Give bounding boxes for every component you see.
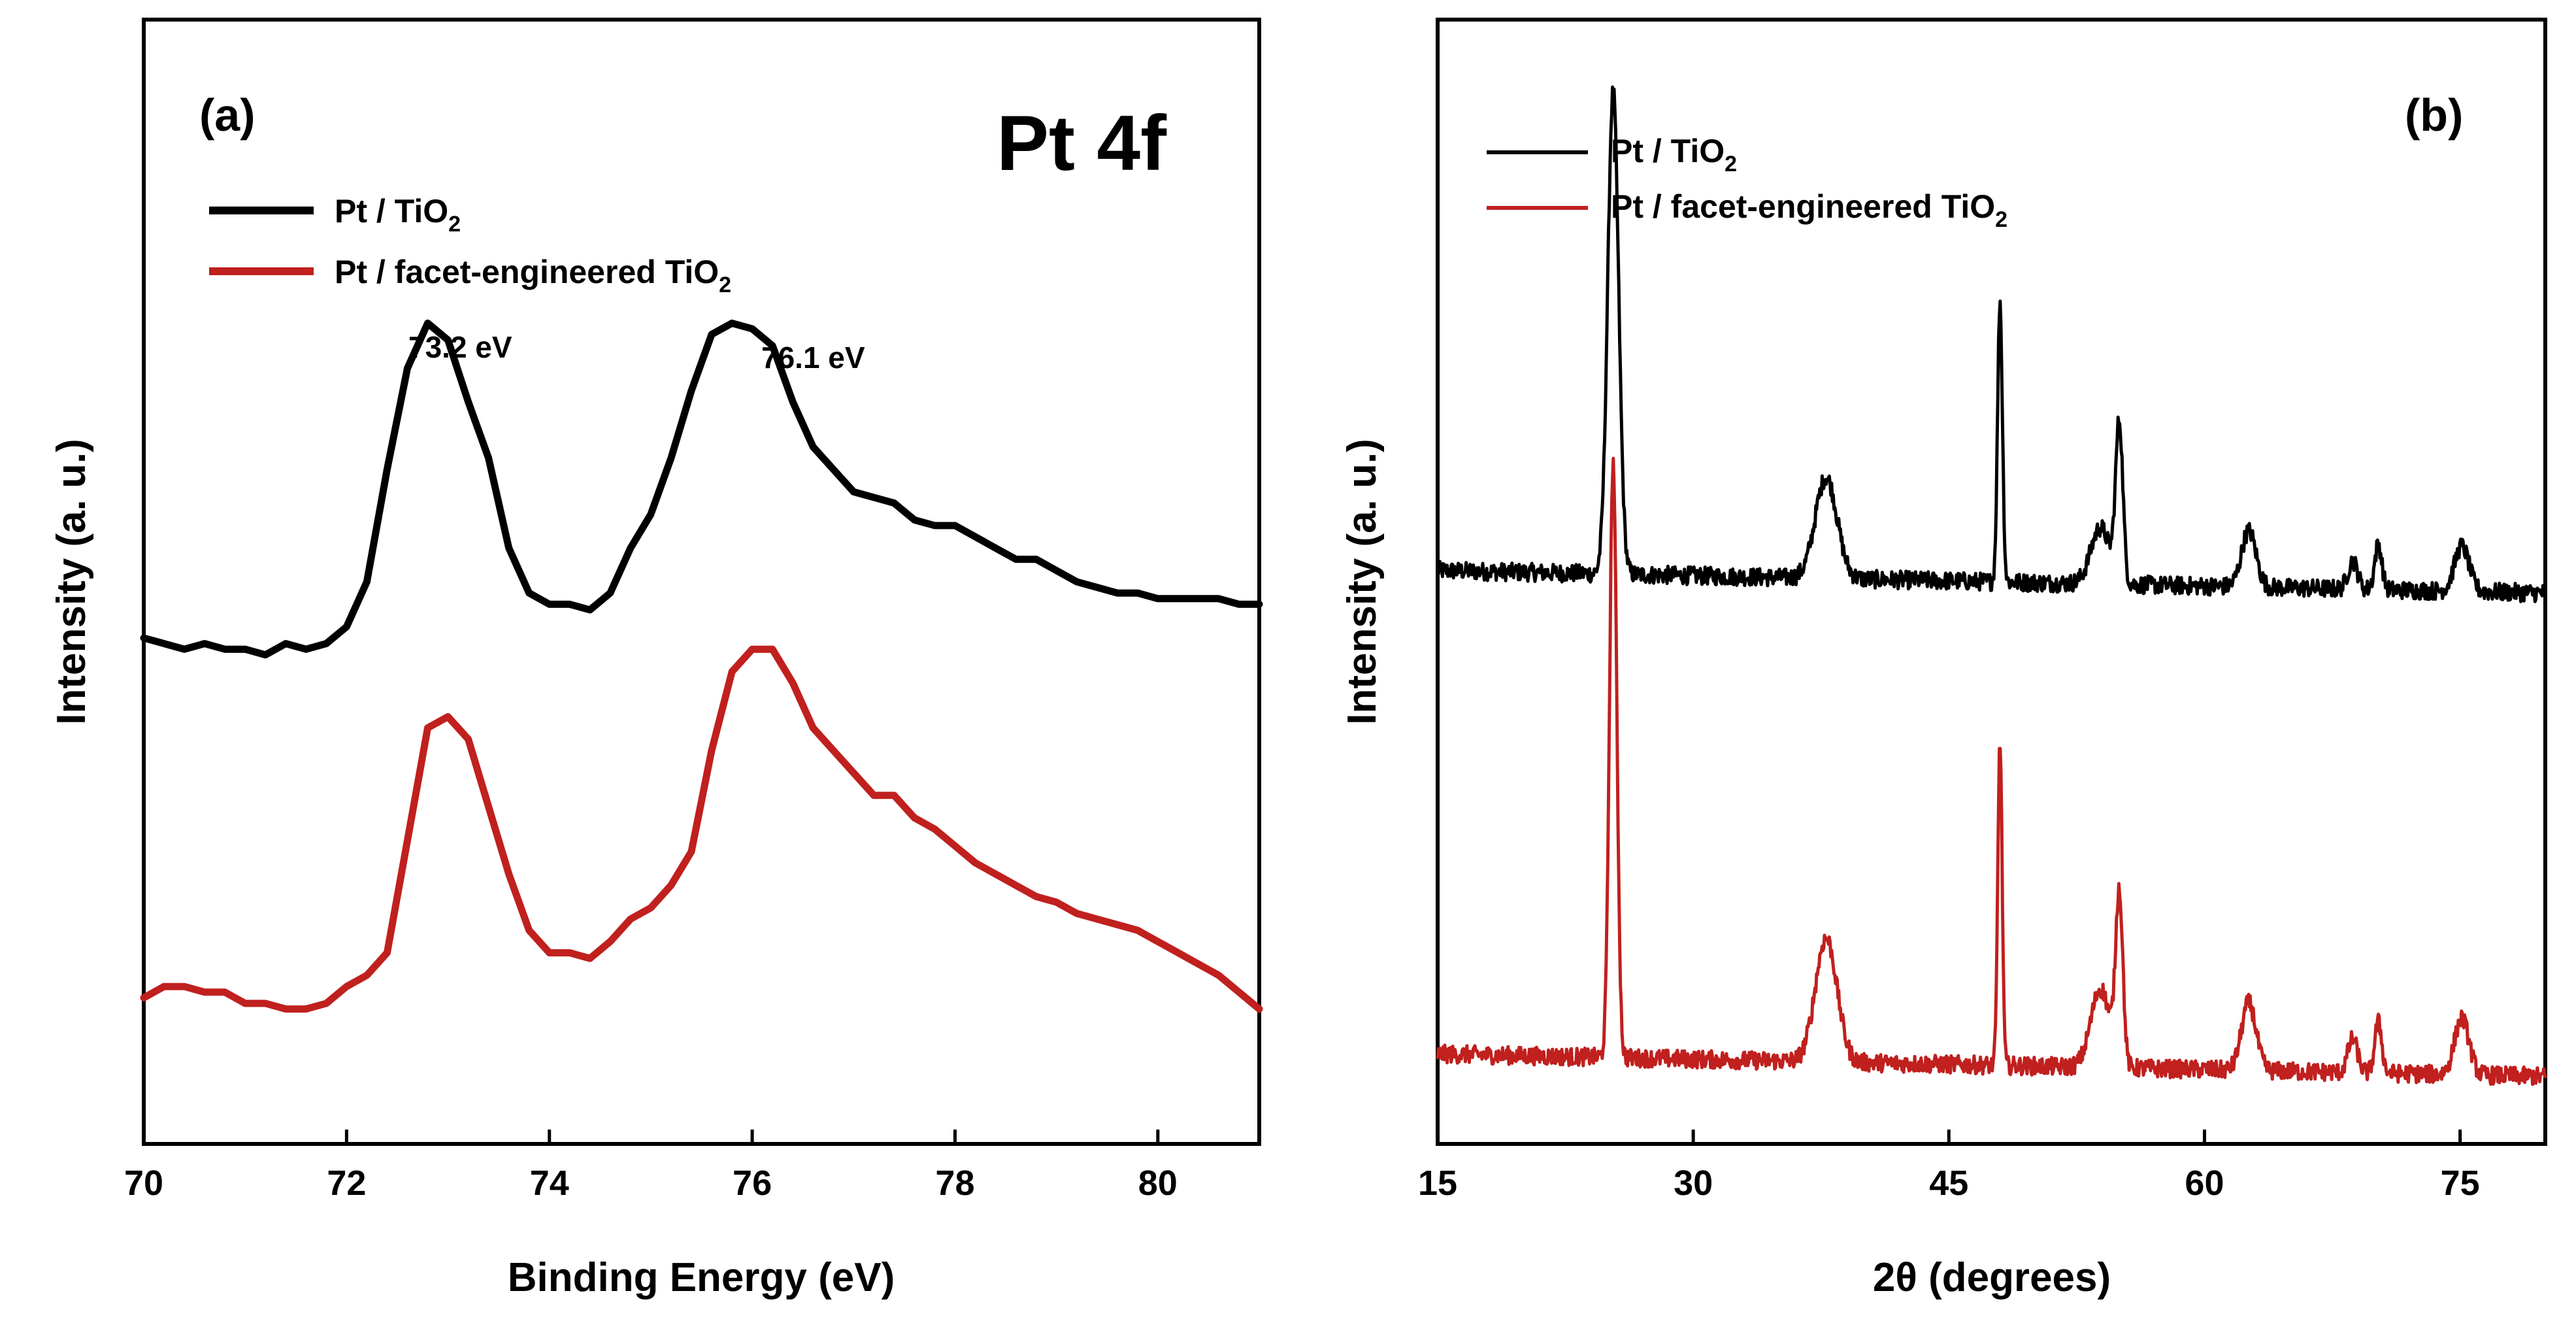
panel-a-annotation-76-1: 76.1 eV <box>761 341 865 375</box>
panel-a-series <box>140 319 1263 1013</box>
panel-a-x-tick-label: 76 <box>733 1164 772 1203</box>
panel-b-x-tick-label: 45 <box>1929 1164 1968 1203</box>
panel-a-x-axis-title: Binding Energy (eV) <box>508 1255 895 1300</box>
panel-b-x-ticks: 15 30 45 60 75 <box>1418 1130 2480 1203</box>
panel-b-plot-frame <box>1436 18 2547 1146</box>
panel-b-x-axis-title: 2θ (degrees) <box>1873 1255 2111 1300</box>
panel-a-series-pt-facet-engineered-tio2-line <box>140 645 1263 1013</box>
panel-a-legend-label-1: Pt / TiO2 <box>335 193 461 237</box>
panel-a-x-tick-label: 74 <box>530 1164 569 1203</box>
panel-b-legend-label-2: Pt / facet-engineered TiO2 <box>1611 188 2007 232</box>
panel-a-series-pt-tio2-line <box>140 319 1263 659</box>
panel-a-legend: Pt / TiO2 Pt / facet-engineered TiO2 <box>209 193 731 297</box>
panel-b-xrd: 15 30 45 60 75 (b) Pt / TiO2 Pt / facet-engi… <box>1340 18 2547 1300</box>
panel-b-y-axis-title: Intensity (a. u.) <box>1340 439 1385 724</box>
panel-a-annotation-73-2: 73.2 eV <box>408 330 512 364</box>
panel-b-legend: Pt / TiO2 Pt / facet-engineered TiO2 <box>1487 133 2007 232</box>
panel-a-x-tick-label: 78 <box>935 1164 974 1203</box>
panel-b-x-tick-label: 15 <box>1418 1164 1457 1203</box>
panel-a-x-tick-label: 70 <box>124 1164 163 1203</box>
panel-a-x-ticks: 70 72 74 76 78 80 <box>124 1130 1178 1203</box>
panel-b-label: (b) <box>2405 90 2463 141</box>
panel-a-legend-label-2: Pt / facet-engineered TiO2 <box>335 254 731 297</box>
panel-a-plot-frame <box>142 18 1261 1146</box>
panel-b-series-pt-facet-engineered-tio2-line <box>1436 456 2547 1086</box>
panel-a-title: Pt 4f <box>997 99 1167 187</box>
panel-a-label: (a) <box>199 90 256 141</box>
panel-b-legend-label-1: Pt / TiO2 <box>1611 133 1737 176</box>
panel-a-x-tick-label: 80 <box>1138 1164 1178 1203</box>
panel-b-series-pt-tio2-line <box>1436 85 2547 603</box>
panel-b-x-tick-label: 30 <box>1674 1164 1713 1203</box>
panel-b-x-tick-label: 60 <box>2185 1164 2224 1203</box>
panel-b-series <box>1436 85 2547 1086</box>
panel-a-xps: 70 72 74 76 78 80 (a) Pt 4f Pt / TiO2 Pt / fa… <box>49 18 1263 1300</box>
panel-a-y-axis-title: Intensity (a. u.) <box>49 439 94 724</box>
panel-b-x-tick-label: 75 <box>2441 1164 2480 1203</box>
panel-a-x-tick-label: 72 <box>327 1164 366 1203</box>
